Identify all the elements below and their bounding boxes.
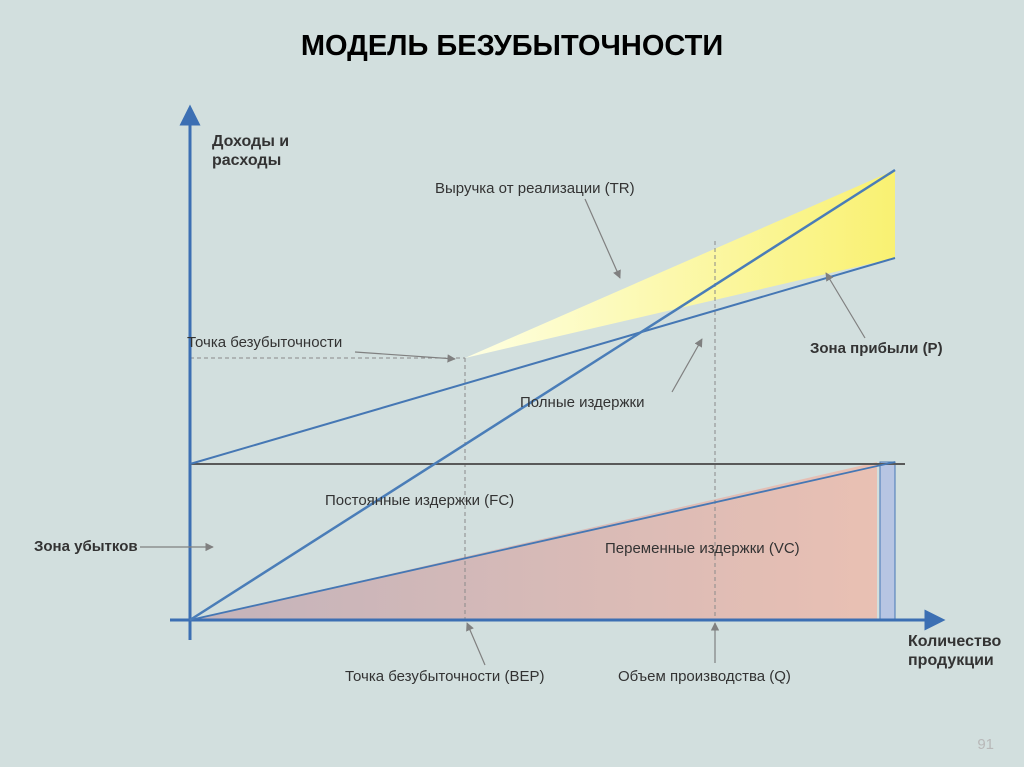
variable-costs-label: Переменные издержки (VC) (605, 540, 800, 558)
total-cost-line (190, 258, 895, 464)
bep-bottom-label: Точка безубыточности (BEP) (345, 668, 544, 686)
q-label: Объем производства (Q) (618, 668, 791, 686)
tr-label: Выручка от реализации (TR) (435, 180, 635, 198)
profit-zone-label: Зона прибыли (P) (810, 340, 943, 358)
breakeven-chart (0, 0, 1024, 767)
profit-zone-arrow (826, 273, 865, 338)
total-costs-arrow (672, 339, 702, 392)
slide: МОДЕЛЬ БЕЗУБЫТОЧНОСТИ (0, 0, 1024, 767)
bep-top-arrow (355, 352, 455, 359)
bep-bottom-arrow (467, 623, 485, 665)
vc-bar (880, 462, 895, 620)
tr-arrow (585, 199, 620, 278)
fixed-costs-label: Постоянные издержки (FC) (325, 492, 514, 510)
loss-zone-label: Зона убытков (34, 538, 138, 556)
x-axis-label: Количествопродукции (908, 632, 1001, 670)
profit-zone-fill (465, 170, 895, 358)
total-costs-label: Полные издержки (520, 394, 644, 412)
y-axis-label: Доходы ирасходы (212, 132, 289, 170)
page-number: 91 (977, 736, 994, 753)
bep-top-label: Точка безубыточности (187, 334, 342, 352)
